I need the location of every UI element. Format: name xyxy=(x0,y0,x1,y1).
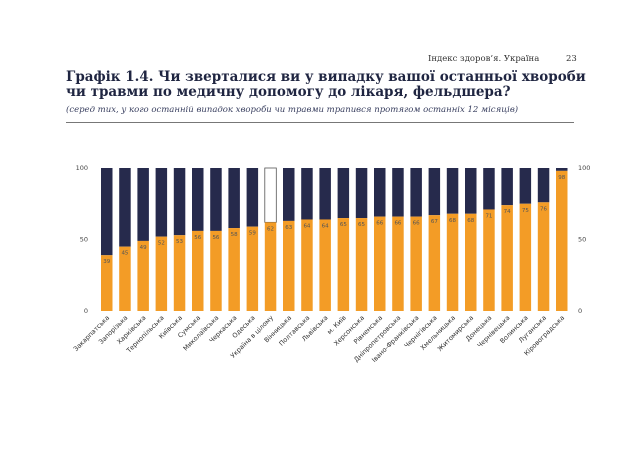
bar-segment-yes xyxy=(519,203,532,311)
y-tick-right: 0 xyxy=(578,307,582,315)
y-tick-left: 50 xyxy=(80,236,88,244)
bar-value-label: 49 xyxy=(140,245,147,251)
bar-segment-no xyxy=(556,168,568,171)
y-tick-left: 0 xyxy=(84,307,88,315)
document-title: Індекс здоров’я. Україна xyxy=(428,54,540,64)
bar-segment-no xyxy=(355,168,368,219)
title-divider xyxy=(66,122,574,123)
bar-value-label: 65 xyxy=(340,222,347,228)
bar-segment-yes xyxy=(283,220,295,311)
bar-segment-no xyxy=(446,168,459,214)
bar-segment-yes xyxy=(301,219,313,311)
bar-segment-yes xyxy=(101,255,113,311)
bar-value-label: 66 xyxy=(413,221,420,227)
y-tick-right: 50 xyxy=(578,236,586,244)
bar-value-label: 67 xyxy=(431,219,438,225)
bar-value-label: 58 xyxy=(231,232,238,238)
bar-value-label: 59 xyxy=(249,231,256,237)
bar-segment-yes xyxy=(319,219,331,311)
bar-value-label: 56 xyxy=(212,235,219,241)
bar-segment-no xyxy=(519,168,532,204)
bar-value-label: 45 xyxy=(121,251,128,257)
bar-segment-no xyxy=(537,168,550,203)
chart-title: Графік 1.4. Чи зверталися ви у випадку в… xyxy=(66,69,586,100)
bar-segment-yes xyxy=(428,215,441,311)
page-number: 23 xyxy=(566,54,577,64)
bar-segment-yes xyxy=(246,226,259,311)
bar-segment-no xyxy=(374,168,386,217)
bar-segment-no xyxy=(501,168,513,206)
bar-segment-yes xyxy=(137,240,149,311)
bar-value-label: 56 xyxy=(194,235,201,241)
bar-value-label: 65 xyxy=(358,222,365,228)
bar-segment-no xyxy=(483,168,495,210)
bar-segment-yes xyxy=(483,209,495,311)
bar-segment-no xyxy=(155,168,168,237)
bar-segment-no xyxy=(246,168,259,227)
bar-segment-yes xyxy=(192,230,204,311)
bar-value-label: 52 xyxy=(158,241,165,247)
bar-value-label: 66 xyxy=(376,221,383,227)
bar-segment-no xyxy=(101,168,113,256)
bar-segment-no xyxy=(283,168,295,221)
bar-segment-no xyxy=(264,167,277,223)
bar-segment-yes xyxy=(446,213,459,311)
bar-segment-no xyxy=(319,168,331,220)
bar-segment-yes xyxy=(465,213,477,311)
bar-value-label: 39 xyxy=(103,259,110,265)
bar-segment-yes xyxy=(155,236,168,311)
bar-segment-yes xyxy=(264,222,277,311)
bar-segment-no xyxy=(192,168,204,231)
bar-segment-no xyxy=(392,168,404,217)
bar-segment-yes xyxy=(119,246,131,311)
bar-segment-yes xyxy=(410,216,422,311)
bar-value-label: 75 xyxy=(522,208,529,214)
bar-value-label: 76 xyxy=(540,206,547,212)
bar-value-label: 71 xyxy=(485,213,492,219)
bar-segment-yes xyxy=(501,205,513,311)
bar-value-label: 98 xyxy=(558,175,565,181)
bar-segment-no xyxy=(210,168,222,231)
bar-value-label: 68 xyxy=(467,218,474,224)
bar-segment-no xyxy=(337,168,350,219)
bar-segment-no xyxy=(228,168,240,229)
bar-segment-yes xyxy=(173,235,186,311)
bar-segment-yes xyxy=(228,228,240,311)
bar-segment-yes xyxy=(556,170,568,311)
y-tick-left: 100 xyxy=(76,164,88,172)
bar-segment-yes xyxy=(355,218,368,311)
bar-segment-yes xyxy=(374,216,386,311)
bar-segment-no xyxy=(137,168,149,241)
bar-segment-no xyxy=(465,168,477,214)
bar-segment-no xyxy=(410,168,422,217)
bar-value-label: 53 xyxy=(176,239,183,245)
bar-segment-yes xyxy=(537,202,550,311)
bar-segment-no xyxy=(119,168,131,247)
bar-segment-yes xyxy=(337,218,350,311)
bar-value-label: 68 xyxy=(449,218,456,224)
bar-segment-no xyxy=(301,168,313,220)
bar-value-label: 64 xyxy=(303,223,310,229)
bar-value-label: 74 xyxy=(504,209,511,215)
bar-value-label: 62 xyxy=(267,226,274,232)
bar-segment-no xyxy=(428,168,441,216)
bar-value-label: 66 xyxy=(394,221,401,227)
chart-subtitle: (серед тих, у кого останній випадок хвор… xyxy=(66,105,519,115)
y-tick-right: 100 xyxy=(578,164,590,172)
bar-value-label: 63 xyxy=(285,225,292,231)
bar-segment-yes xyxy=(210,230,222,311)
bar-segment-no xyxy=(173,168,186,236)
bar-segment-yes xyxy=(392,216,404,311)
bar-value-label: 64 xyxy=(322,223,329,229)
